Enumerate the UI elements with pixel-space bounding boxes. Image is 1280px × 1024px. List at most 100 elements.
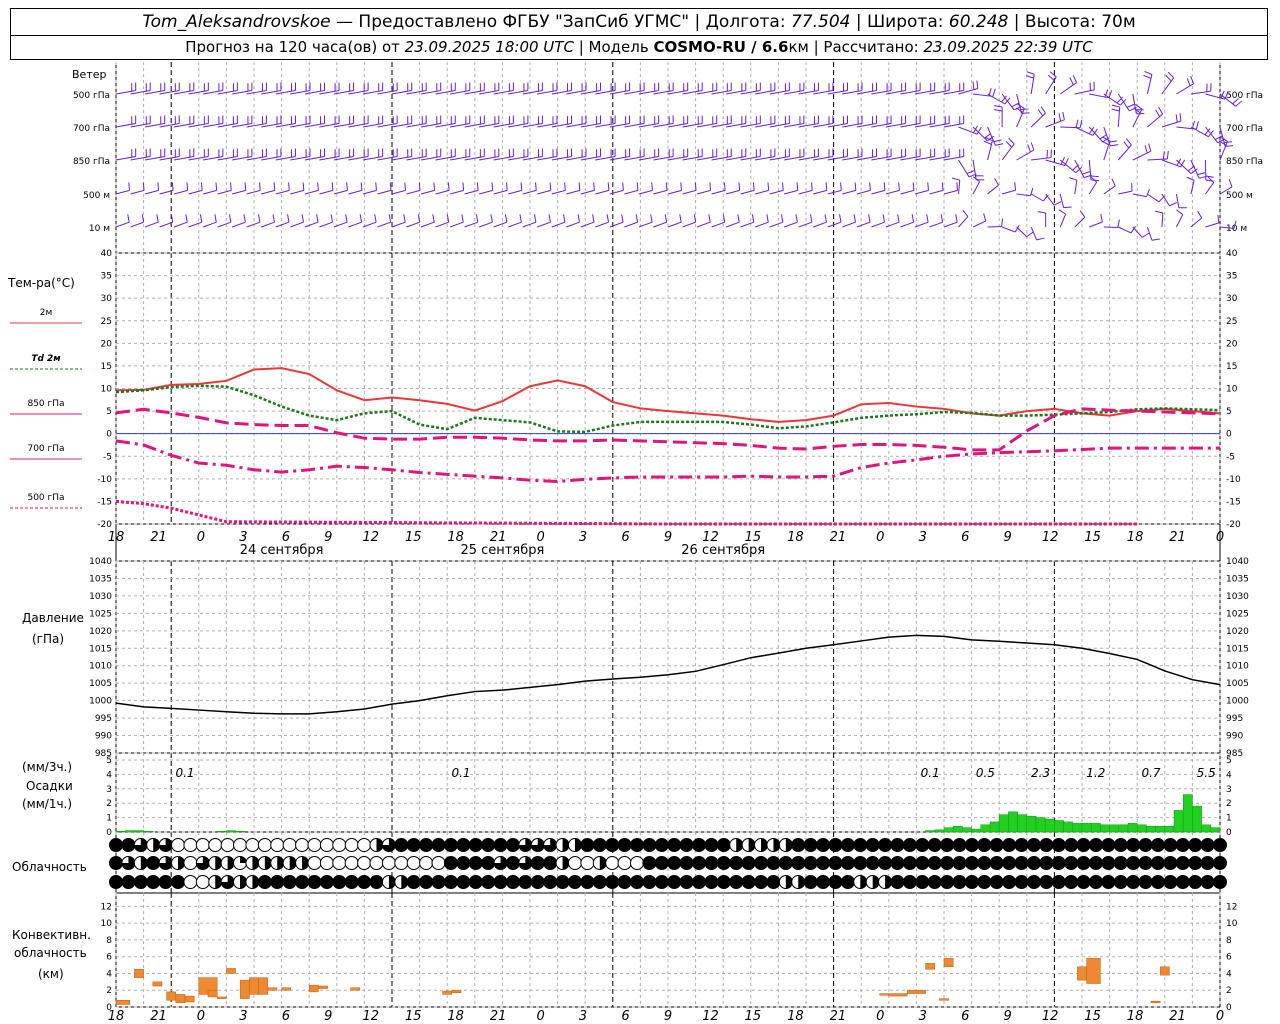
wind-barb [1161, 212, 1164, 228]
wind-barb [275, 90, 296, 95]
wind-feather [1008, 137, 1015, 145]
cloud-fill [667, 838, 681, 852]
wind-barb [362, 123, 383, 128]
wind-feather [680, 182, 683, 191]
cloud-fill [196, 856, 210, 870]
wind-barb [1001, 226, 1016, 233]
pressure-tick-left: 1015 [89, 644, 112, 654]
precip-bar [1100, 824, 1110, 833]
wind-barb [551, 123, 572, 128]
temp-tick-right: 40 [1226, 249, 1238, 259]
wind-barb [842, 156, 863, 161]
cloud-fill [494, 875, 508, 889]
wind-barb [755, 90, 775, 95]
pressure-unit-label: (гПа) [32, 632, 64, 646]
pressure-tick-left: 1005 [89, 679, 112, 689]
wind-feather [1005, 141, 1013, 148]
wind-feather [1027, 144, 1031, 153]
wind-barb [1205, 126, 1219, 144]
wind-barb [435, 90, 456, 95]
wind-feather [417, 214, 421, 223]
wind-barb [217, 90, 238, 95]
wind-barb [479, 90, 499, 95]
wind-barb [173, 221, 188, 228]
wind-feather [577, 214, 580, 223]
wind-barb [508, 221, 522, 228]
cloud-fill [252, 856, 259, 870]
cloud-fill [1126, 875, 1140, 889]
wind-barb [130, 189, 145, 195]
wind-feather [1001, 95, 1007, 103]
wind-barb [667, 221, 682, 228]
conv-block [239, 979, 250, 999]
wind-feather [1215, 135, 1223, 141]
wind-barb [420, 189, 435, 195]
wind-feather [955, 214, 958, 223]
cloud-fill [736, 838, 743, 852]
cloud-fill [121, 856, 135, 870]
wind-feather [962, 210, 969, 217]
x-tick-top: 12 [1042, 530, 1059, 545]
cloud-fill [928, 875, 942, 889]
conv-block [166, 991, 177, 1001]
wind-barb [261, 123, 282, 128]
wind-feather [752, 182, 755, 191]
wind-barb [1117, 144, 1132, 161]
wind-barb [1205, 222, 1220, 228]
wind-barb [711, 189, 726, 195]
wind-feather [650, 214, 653, 223]
cloud-fill [990, 856, 1004, 870]
wind-barb [333, 90, 354, 95]
wind-feather [273, 182, 276, 191]
wind-barb [377, 156, 398, 161]
wind-feather [840, 182, 842, 191]
x-tick-top: 3 [919, 530, 927, 545]
wind-barb [1132, 108, 1143, 128]
temp-series-2 [115, 407, 1221, 452]
wind-barb [464, 90, 485, 95]
cloud-fill [1114, 856, 1128, 870]
wind-feather [549, 182, 552, 191]
wind-feather [651, 182, 653, 191]
wind-barb [1031, 157, 1052, 161]
wind-barb [914, 189, 929, 195]
x-tick-top: 18 [108, 530, 125, 545]
wind-feather [1030, 142, 1035, 151]
cloud-fill [1139, 838, 1153, 852]
cloud-fill [1213, 875, 1227, 889]
pressure-tick-left: 985 [95, 749, 112, 759]
pressure-tick-right: 990 [1226, 732, 1243, 742]
wind-barb [391, 90, 412, 95]
cloud-fill [401, 875, 408, 889]
cloud-fill [1176, 838, 1190, 852]
wind-barb [1219, 186, 1233, 195]
temp-tick-left: -15 [97, 497, 112, 507]
wind-feather [388, 214, 392, 223]
cloud-fill [1201, 875, 1215, 889]
cloud-fill [531, 856, 545, 870]
wind-barb [508, 189, 522, 195]
wind-barb [987, 93, 1006, 105]
cloud-fill [804, 856, 818, 870]
cloud-fill [841, 875, 855, 889]
wind-barb [246, 156, 267, 161]
x-tick-bottom: 18 [447, 1009, 464, 1024]
wind-barb [696, 90, 717, 95]
cloud-fill [798, 875, 805, 889]
cloud-fill [1027, 838, 1041, 852]
cloud-fill [1114, 875, 1128, 889]
conv-tick-left: 0 [106, 1003, 112, 1013]
wind-barb [842, 90, 863, 95]
wind-feather [317, 182, 319, 191]
cloud-fill [605, 875, 619, 889]
cloud-fill [506, 856, 520, 870]
precip-bar [1201, 824, 1212, 833]
wind-feather [883, 182, 886, 191]
wind-barb [348, 123, 369, 128]
wind-barb [827, 221, 842, 228]
wind-feather [1092, 128, 1098, 136]
cloud-fill [568, 875, 582, 889]
cloud-fill [221, 875, 235, 889]
wind-barb [551, 221, 566, 228]
wind-barb [813, 156, 834, 161]
